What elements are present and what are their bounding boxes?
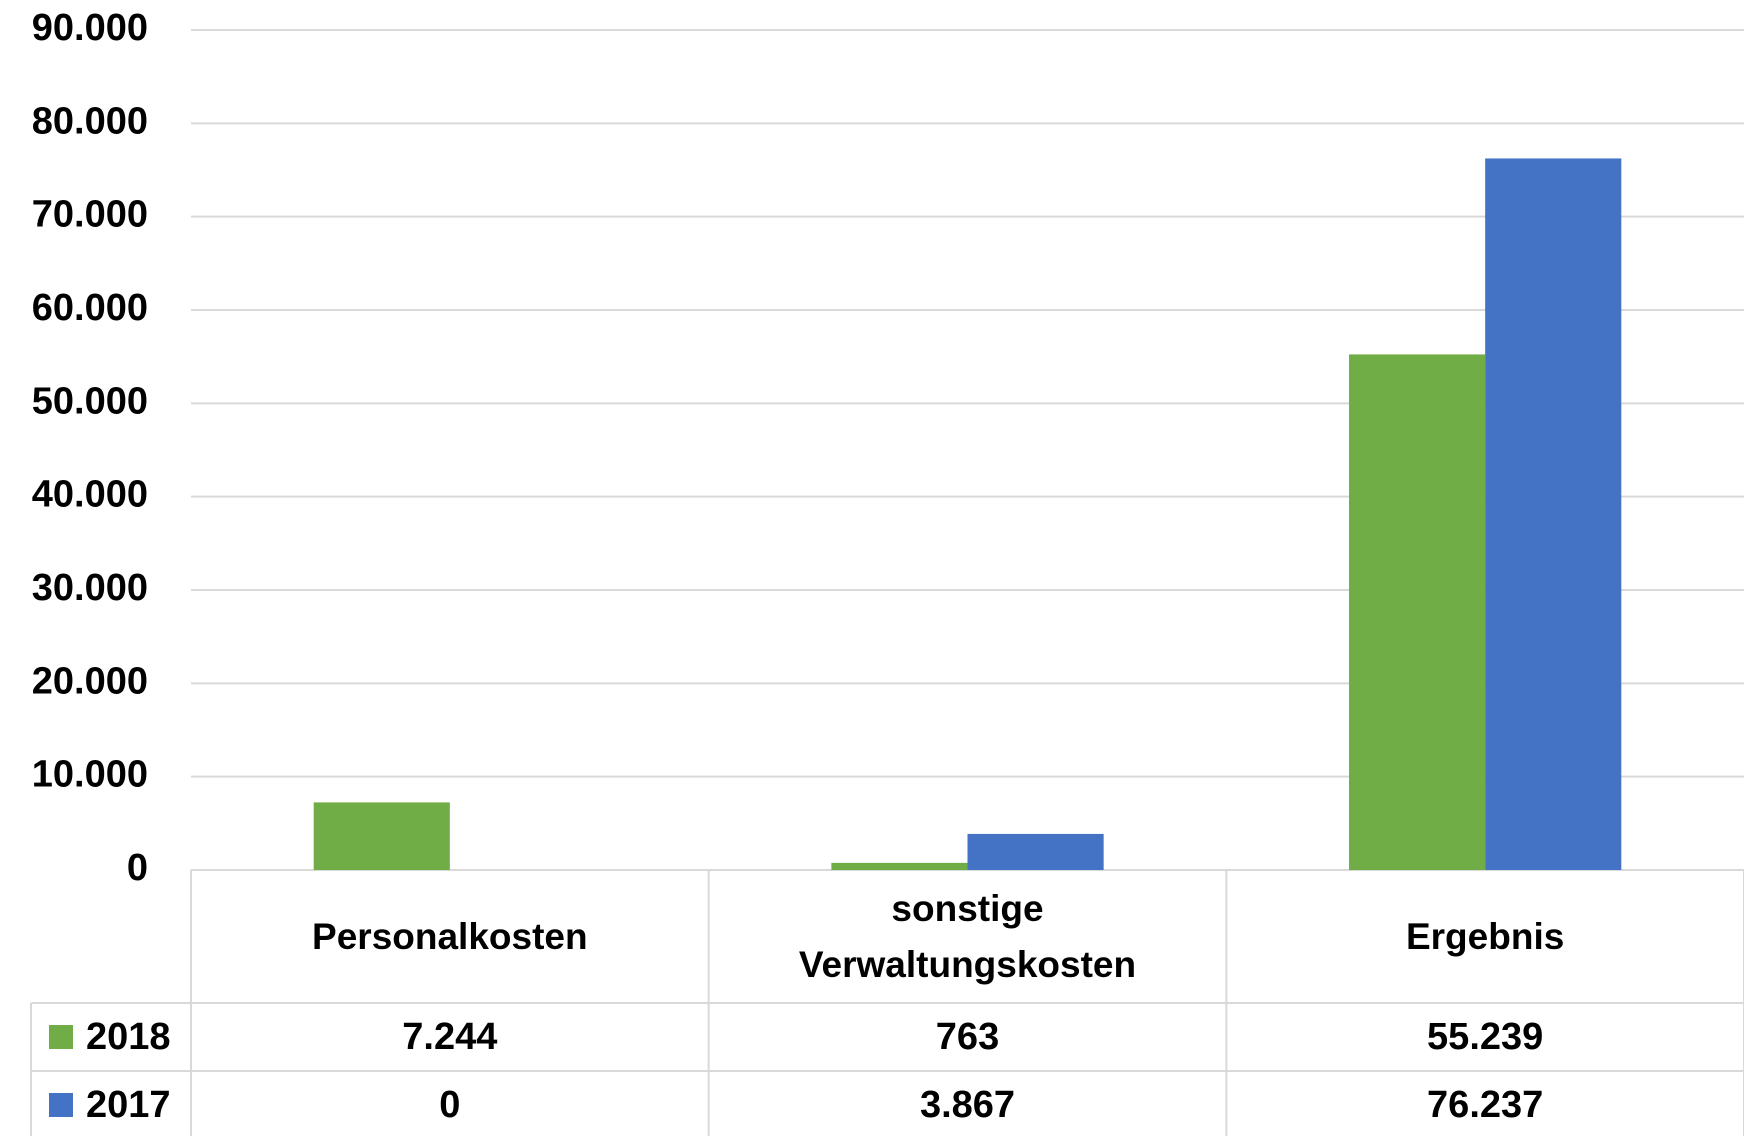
- y-tick-label: 30.000: [32, 567, 148, 609]
- y-tick-label: 80.000: [32, 100, 148, 142]
- legend-swatch: [49, 1025, 73, 1049]
- category-label: Personalkosten: [312, 915, 588, 957]
- y-tick-label: 0: [127, 847, 148, 889]
- table-value: 763: [936, 1016, 999, 1058]
- y-tick-label: 90.000: [32, 7, 148, 49]
- y-tick-label: 20.000: [32, 660, 148, 702]
- y-tick-label: 60.000: [32, 287, 148, 329]
- y-tick-label: 70.000: [32, 194, 148, 236]
- legend-swatch: [49, 1093, 73, 1117]
- bar: [967, 833, 1104, 870]
- category-label: Ergebnis: [1405, 915, 1565, 957]
- table-value: 3.867: [920, 1084, 1015, 1126]
- category-label: sonstige Verwaltungskosten: [798, 888, 1137, 985]
- y-tick-label: 40.000: [32, 474, 148, 516]
- y-tick-label: 10.000: [32, 754, 148, 796]
- table-value: 55.239: [1427, 1016, 1543, 1058]
- table-value: 76.237: [1427, 1084, 1543, 1126]
- bar: [831, 862, 968, 870]
- bar: [313, 802, 450, 870]
- table-value: 0: [439, 1084, 460, 1126]
- y-tick-label: 50.000: [32, 380, 148, 422]
- bar: [1485, 158, 1622, 871]
- table-value: 7.244: [402, 1016, 497, 1058]
- bar: [1349, 354, 1486, 870]
- legend-label: 2017: [86, 1084, 171, 1126]
- legend-label: 2018: [86, 1016, 171, 1058]
